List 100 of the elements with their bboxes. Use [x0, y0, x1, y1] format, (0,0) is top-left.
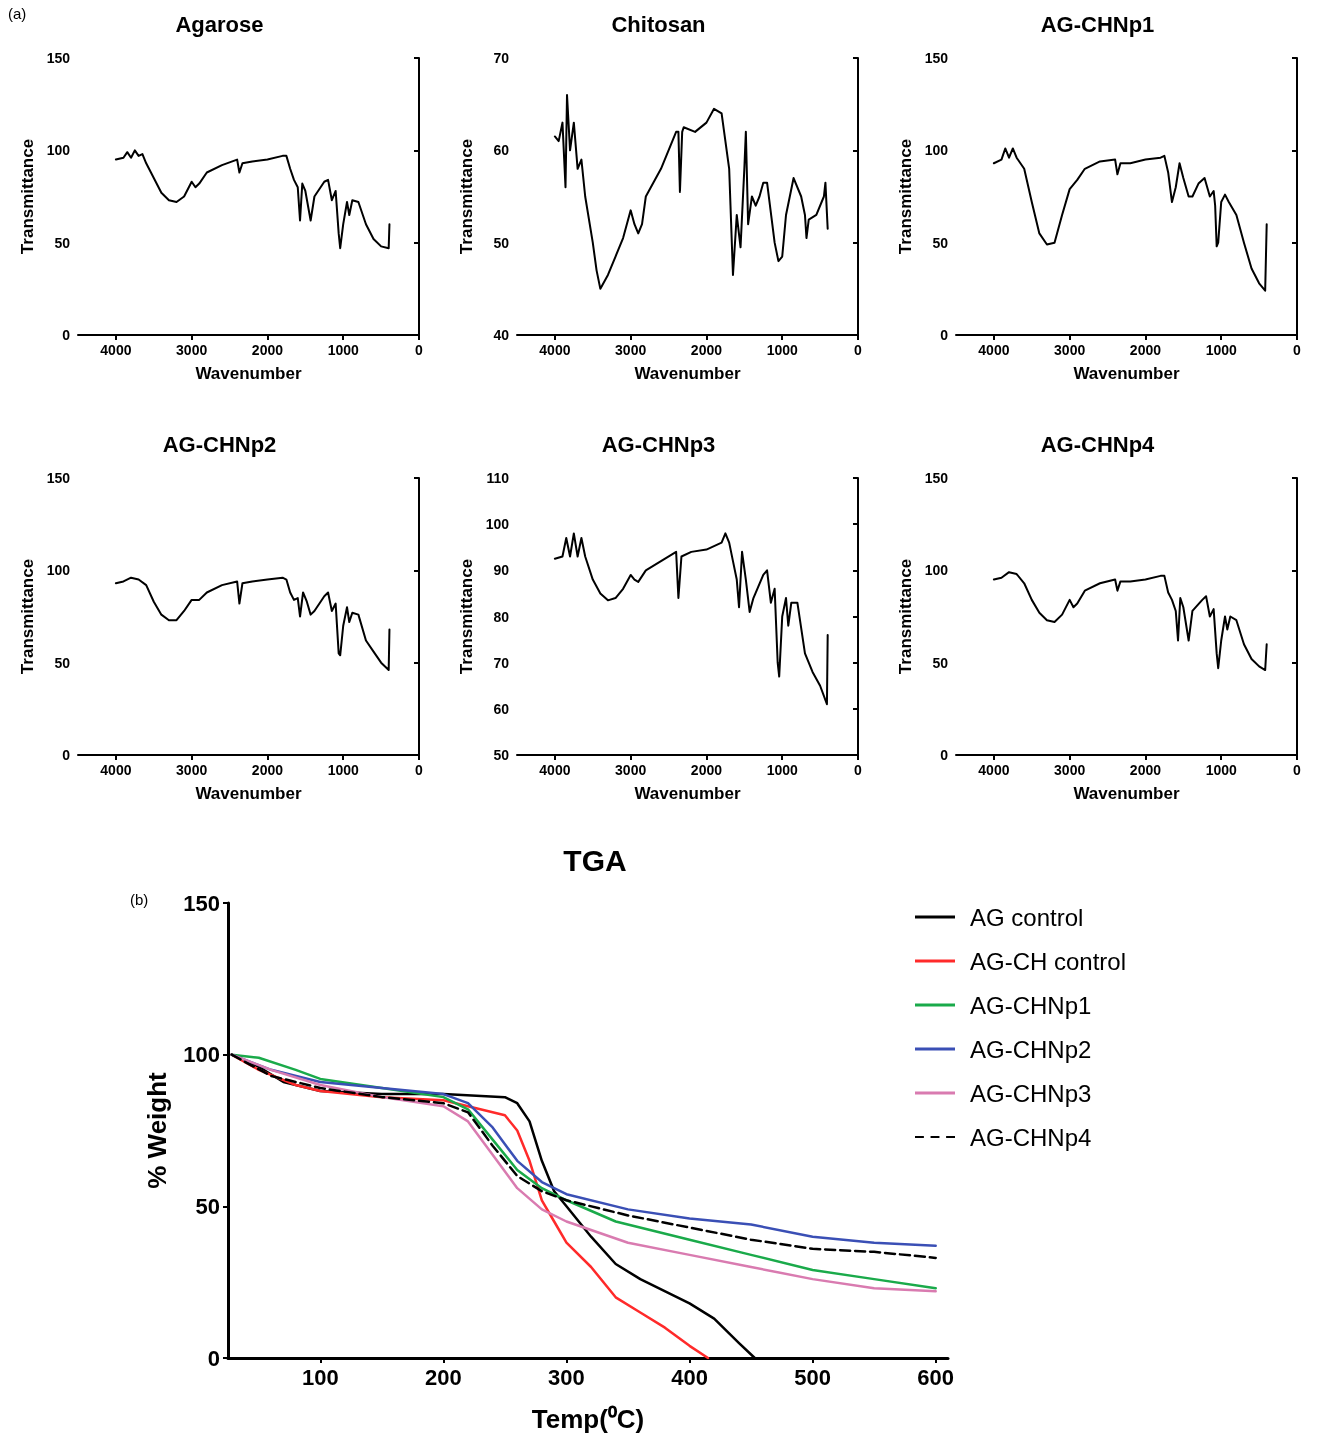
y-tick-label: 50 — [54, 234, 71, 251]
x-tick-label: 3000 — [176, 342, 208, 358]
x-tick-label: 3000 — [1054, 762, 1086, 778]
x-tick-label: 0 — [415, 762, 424, 778]
chart-title: AG-CHNp2 — [162, 431, 277, 457]
y-tick-label: 50 — [932, 654, 949, 671]
x-tick-label: 1000 — [327, 762, 359, 778]
y-axis-title: Transmittance — [17, 138, 37, 255]
x-tick-label: 2000 — [1129, 762, 1162, 778]
line-series — [992, 571, 1268, 672]
x-tick-label: 4000 — [978, 762, 1010, 778]
x-tick-label: 0 — [854, 762, 863, 778]
y-axis-title: Transmittance — [17, 558, 37, 675]
y-tick-label: 70 — [493, 50, 510, 66]
y-tick-label: 80 — [493, 608, 510, 625]
x-tick-label: 100 — [301, 1364, 339, 1390]
y-tick-label: 100 — [183, 1042, 220, 1068]
x-tick-label: 0 — [854, 342, 863, 358]
x-tick-label: 3000 — [176, 762, 208, 778]
x-tick-label: 2000 — [251, 762, 284, 778]
x-tick-label: 600 — [917, 1364, 955, 1390]
y-tick-label: 40 — [493, 327, 510, 343]
x-tick-label: 1000 — [327, 342, 359, 358]
x-tick-label: 1000 — [1205, 342, 1237, 358]
x-tick-label: 400 — [671, 1364, 708, 1390]
y-tick-label: 100 — [46, 562, 71, 579]
y-tick-label: 100 — [924, 142, 949, 159]
chart-title: AG-CHNp1 — [1040, 11, 1155, 37]
x-tick-label: 0 — [1293, 762, 1302, 778]
y-tick-label: 50 — [493, 747, 510, 763]
legend-label: AG-CHNp4 — [970, 1123, 1092, 1151]
x-tick-label: 200 — [425, 1364, 462, 1390]
x-tick-label: 3000 — [615, 762, 647, 778]
y-tick-label: 70 — [493, 654, 510, 671]
line-series — [553, 532, 829, 706]
chart-title: Agarose — [175, 11, 264, 37]
y-tick-label: 50 — [54, 654, 71, 671]
y-tick-label: 50 — [932, 234, 949, 251]
y-tick-label: 50 — [493, 234, 510, 251]
x-axis-title: Wavenumber — [1073, 364, 1180, 383]
y-tick-label: 0 — [62, 747, 71, 763]
y-tick-label: 100 — [924, 562, 949, 579]
y-tick-label: 50 — [195, 1193, 220, 1219]
line-series — [992, 147, 1268, 292]
line-series — [114, 149, 391, 250]
y-tick-label: 60 — [493, 700, 510, 717]
y-tick-label: 0 — [940, 327, 949, 343]
x-tick-label: 4000 — [539, 762, 571, 778]
y-tick-label: 110 — [486, 470, 510, 486]
x-axis-title: Wavenumber — [195, 364, 302, 383]
y-tick-label: 100 — [46, 142, 71, 159]
text: (b) — [130, 891, 149, 908]
chart-title: AG-CHNp4 — [1040, 431, 1156, 457]
x-tick-label: 2000 — [251, 342, 284, 358]
y-tick-label: 150 — [924, 50, 949, 66]
x-tick-label: 1000 — [766, 762, 798, 778]
x-tick-label: 4000 — [100, 762, 132, 778]
x-tick-label: 1000 — [766, 342, 798, 358]
legend-label: AG control — [970, 903, 1084, 931]
chart-title: AG-CHNp3 — [601, 431, 716, 457]
y-axis-title: Transmittance — [895, 558, 915, 675]
y-axis-title: % Weight — [142, 1071, 172, 1189]
x-tick-label: 4000 — [539, 342, 571, 358]
x-tick-label: 2000 — [1129, 342, 1162, 358]
y-tick-label: 90 — [493, 562, 510, 579]
x-tick-label: 4000 — [978, 342, 1010, 358]
legend-label: AG-CHNp1 — [970, 991, 1092, 1019]
chart-title: Chitosan — [611, 11, 706, 37]
x-tick-label: 4000 — [100, 342, 132, 358]
x-tick-label: 3000 — [1054, 342, 1086, 358]
y-tick-label: 0 — [207, 1345, 220, 1371]
x-tick-label: 0 — [1293, 342, 1302, 358]
y-tick-label: 0 — [62, 327, 71, 343]
x-tick-label: 2000 — [690, 342, 723, 358]
y-tick-label: 150 — [924, 470, 949, 486]
y-tick-label: 150 — [46, 470, 71, 486]
x-tick-label: 0 — [415, 342, 424, 358]
line-series — [114, 576, 391, 672]
x-axis-title: Wavenumber — [634, 784, 741, 803]
x-tick-label: 3000 — [615, 342, 647, 358]
x-axis-title: Temp(⁰C) — [531, 1404, 645, 1434]
x-axis-title: Wavenumber — [1073, 784, 1180, 803]
x-tick-label: 300 — [548, 1364, 585, 1390]
legend-label: AG-CHNp3 — [970, 1079, 1092, 1107]
y-tick-label: 150 — [46, 50, 71, 66]
x-axis-title: Wavenumber — [195, 784, 302, 803]
x-tick-label: 2000 — [690, 762, 723, 778]
legend-label: AG-CHNp2 — [970, 1035, 1092, 1063]
x-tick-label: 1000 — [1205, 762, 1237, 778]
chart-title: TGA — [563, 843, 627, 877]
y-tick-label: 0 — [940, 747, 949, 763]
y-axis-title: Transmittance — [456, 558, 476, 675]
y-axis-title: Transmittance — [457, 138, 476, 255]
legend-label: AG-CH control — [970, 947, 1127, 975]
x-tick-label: 500 — [794, 1364, 831, 1390]
y-tick-label: 60 — [493, 142, 510, 159]
y-axis-title: Transmittance — [895, 138, 915, 255]
text: (a) — [8, 5, 27, 22]
line-series — [553, 93, 829, 290]
y-tick-label: 150 — [183, 890, 220, 916]
